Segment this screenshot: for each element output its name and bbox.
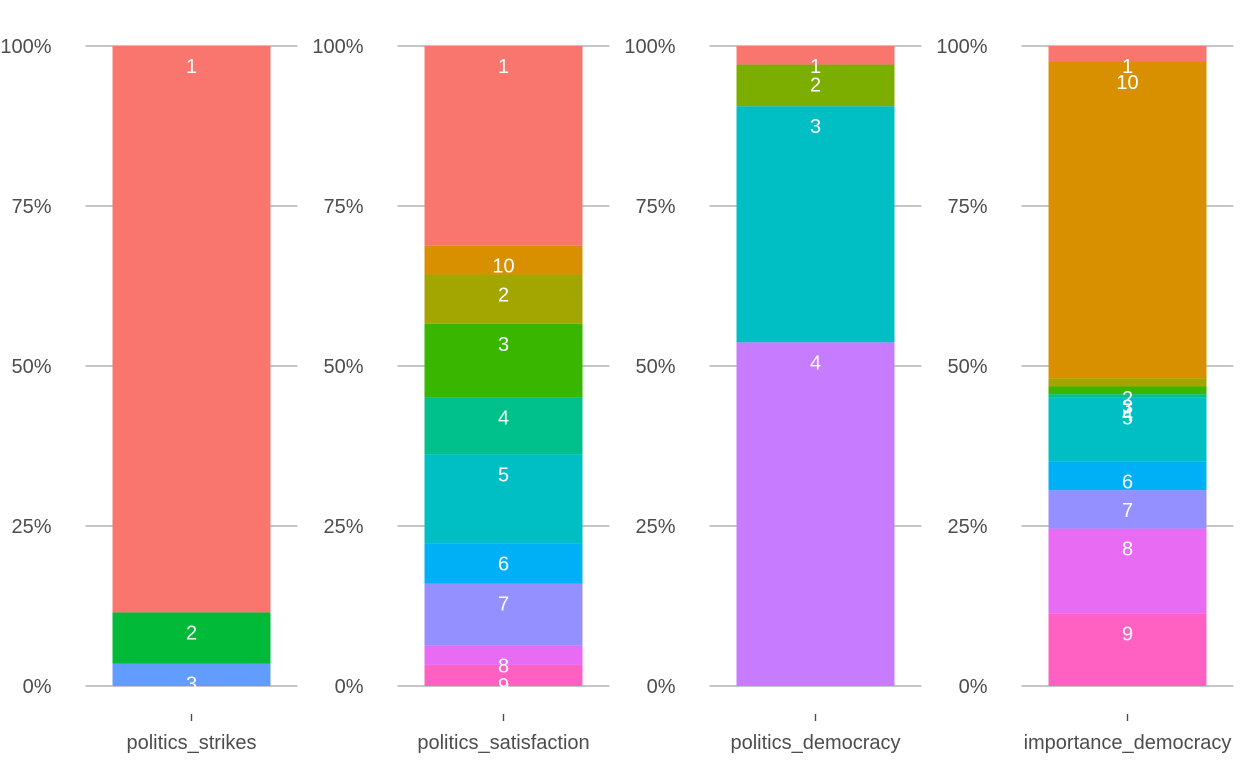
segment-label: 1 <box>498 56 509 78</box>
segment-label: 2 <box>498 284 509 306</box>
bar-segment-1 <box>1048 46 1207 62</box>
y-tick-label: 75% <box>323 196 363 218</box>
y-tick-label: 50% <box>323 356 363 378</box>
bar-segment-8 <box>1048 528 1207 614</box>
bar-segment-1 <box>112 46 271 613</box>
bar-segment-2 <box>1048 378 1207 387</box>
y-tick-label: 25% <box>635 516 675 538</box>
segment-label: 2 <box>186 622 197 644</box>
bar-segment-4 <box>1048 394 1207 398</box>
bar-segment-3 <box>1048 386 1207 395</box>
y-tick-label: 50% <box>635 356 675 378</box>
x-category-label: importance_democracy <box>1024 732 1232 754</box>
segment-label: 4 <box>498 407 509 429</box>
y-tick-label: 75% <box>947 196 987 218</box>
bar-segment-7 <box>424 583 583 646</box>
y-tick-label: 25% <box>11 516 51 538</box>
bar-segment-3 <box>112 663 271 686</box>
x-category-label: politics_democracy <box>730 732 900 754</box>
y-tick-label: 100% <box>312 36 363 58</box>
bar-segment-1 <box>736 46 895 65</box>
segment-label: 9 <box>1122 624 1133 646</box>
bar-segment-2 <box>424 274 583 324</box>
segment-label: 7 <box>498 594 509 616</box>
bar-segment-2 <box>736 64 895 107</box>
bar-segment-10 <box>1048 62 1207 379</box>
y-tick-label: 25% <box>947 516 987 538</box>
y-tick-label: 100% <box>936 36 987 58</box>
segment-label: 9 <box>498 675 509 697</box>
y-tick-label: 75% <box>11 196 51 218</box>
y-tick-label: 100% <box>624 36 675 58</box>
bar-segment-3 <box>424 323 583 398</box>
bar-segment-6 <box>1048 461 1207 491</box>
segment-label: 8 <box>498 656 509 678</box>
bar-segment-5 <box>1048 397 1207 462</box>
y-tick-label: 75% <box>635 196 675 218</box>
x-category-label: politics_strikes <box>126 732 256 754</box>
bar-segment-9 <box>1048 613 1207 686</box>
segment-label: 2 <box>1122 388 1133 410</box>
y-tick-label: 100% <box>0 36 51 58</box>
bar-segment-6 <box>424 543 583 584</box>
segment-label: 8 <box>1122 539 1133 561</box>
segment-label: 6 <box>498 553 509 575</box>
segment-label: 3 <box>1122 396 1133 418</box>
bar-segment-1 <box>424 46 583 246</box>
segment-label: 6 <box>1122 471 1133 493</box>
segment-label: 10 <box>1116 72 1138 94</box>
segment-label: 7 <box>1122 500 1133 522</box>
y-tick-label: 25% <box>323 516 363 538</box>
segment-label: 10 <box>492 256 514 278</box>
segment-label: 3 <box>498 334 509 356</box>
y-tick-label: 0% <box>647 676 676 698</box>
y-tick-label: 0% <box>959 676 988 698</box>
y-tick-label: 0% <box>335 676 364 698</box>
segment-label: 4 <box>1122 404 1133 426</box>
segment-label: 4 <box>810 352 821 374</box>
bar-segment-10 <box>424 245 583 275</box>
segment-label: 1 <box>186 56 197 78</box>
y-tick-label: 50% <box>947 356 987 378</box>
x-category-label: politics_satisfaction <box>417 732 589 754</box>
segment-label: 1 <box>1122 56 1133 78</box>
bar-segment-4 <box>736 342 895 686</box>
bar-segment-4 <box>424 397 583 455</box>
segment-label: 2 <box>810 75 821 97</box>
segment-label: 3 <box>810 116 821 138</box>
bar-segment-3 <box>736 106 895 343</box>
bar-segment-5 <box>424 454 583 544</box>
segment-label: 5 <box>1122 407 1133 429</box>
bar-segment-8 <box>424 645 583 665</box>
y-tick-label: 50% <box>11 356 51 378</box>
bar-segment-2 <box>112 612 271 664</box>
y-tick-label: 0% <box>23 676 52 698</box>
bar-segment-9 <box>424 664 583 686</box>
segment-label: 1 <box>810 56 821 78</box>
segment-label: 5 <box>498 464 509 486</box>
segment-label: 3 <box>186 674 197 696</box>
bar-segment-7 <box>1048 490 1207 529</box>
